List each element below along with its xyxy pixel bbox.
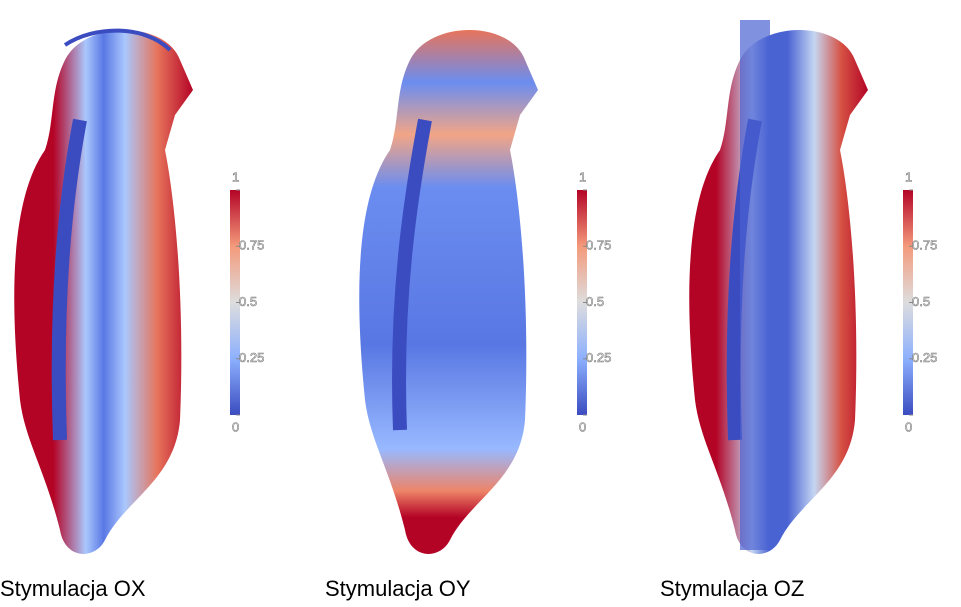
figure: 0 0.25 0.5 0.75 1 Stymulacja OX 0 0.25 0.5 0.75 1 S… xyxy=(0,0,961,607)
caption: Stymulacja OY xyxy=(325,576,471,601)
colorbar-tick-label: 1 xyxy=(905,169,912,184)
colorbar-tick-label: 0 xyxy=(579,419,586,434)
body-oy xyxy=(359,30,538,554)
colorbar-tick-label: 0.75 xyxy=(912,238,937,253)
colorbar-tick-label: 1 xyxy=(232,169,239,184)
caption: Stymulacja OX xyxy=(0,576,146,601)
colorbar-tick-label: 0.25 xyxy=(586,350,611,365)
colorbar-tick-label: 0.75 xyxy=(239,238,264,253)
colorbar-tick-label: 0.25 xyxy=(912,350,937,365)
body-ox xyxy=(14,30,193,554)
colorbar-tick-label: 1 xyxy=(579,169,586,184)
colorbar-tick-label: 0.25 xyxy=(239,350,264,365)
colorbar-tick-label: 0 xyxy=(232,419,239,434)
page: 0 0.25 0.5 0.75 1 Stymulacja OX 0 0.25 0.5 0.75 1 S… xyxy=(0,0,961,607)
colorbar-tick-label: 0.5 xyxy=(912,294,930,309)
body-oz xyxy=(689,20,868,554)
colorbar-tick-label: 0.5 xyxy=(239,294,257,309)
caption: Stymulacja OZ xyxy=(660,576,804,601)
colorbar-tick-label: 0.5 xyxy=(586,294,604,309)
colorbar-tick-label: 0.75 xyxy=(586,238,611,253)
colorbar-tick-label: 0 xyxy=(905,419,912,434)
